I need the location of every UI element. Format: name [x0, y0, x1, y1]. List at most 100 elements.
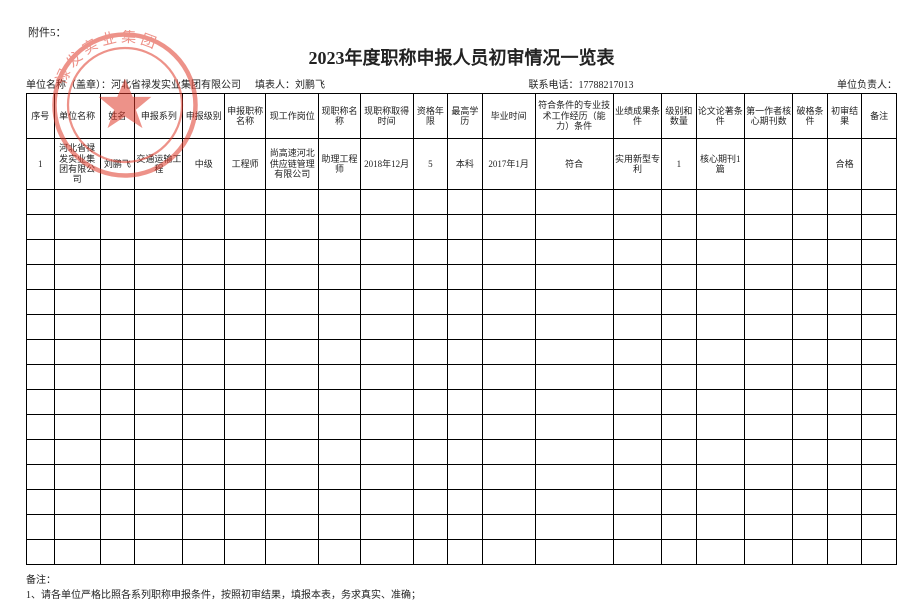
table-cell [862, 440, 897, 465]
col-header: 破格条件 [793, 94, 828, 139]
table-cell: 2018年12月 [360, 139, 413, 190]
table-cell [319, 440, 360, 465]
table-cell [793, 240, 828, 265]
table-cell [535, 490, 613, 515]
table-cell [696, 315, 744, 340]
table-cell [100, 540, 135, 565]
table-cell [319, 390, 360, 415]
table-cell [360, 415, 413, 440]
table-cell [662, 340, 697, 365]
table-cell [482, 315, 535, 340]
table-cell [413, 465, 448, 490]
table-cell [54, 490, 100, 515]
table-cell [27, 490, 55, 515]
table-cell [448, 240, 483, 265]
table-cell [696, 440, 744, 465]
table-row [27, 515, 897, 540]
table-cell [54, 290, 100, 315]
table-row [27, 315, 897, 340]
table-cell [793, 315, 828, 340]
table-cell [100, 390, 135, 415]
table-cell [793, 290, 828, 315]
table-cell [448, 340, 483, 365]
col-header: 申报级别 [183, 94, 224, 139]
table-cell [413, 290, 448, 315]
table-cell [535, 440, 613, 465]
table-cell [319, 540, 360, 565]
table-row [27, 290, 897, 315]
table-cell [413, 365, 448, 390]
table-cell [448, 215, 483, 240]
table-cell [360, 190, 413, 215]
table-cell [319, 340, 360, 365]
table-row [27, 265, 897, 290]
table-cell [224, 290, 265, 315]
table-cell [100, 315, 135, 340]
table-cell [135, 240, 183, 265]
table-cell [319, 490, 360, 515]
table-cell [224, 265, 265, 290]
table-cell [744, 515, 792, 540]
table-cell [744, 440, 792, 465]
table-cell [224, 440, 265, 465]
table-cell [266, 515, 319, 540]
table-cell [27, 265, 55, 290]
table-cell [360, 490, 413, 515]
table-cell [100, 215, 135, 240]
table-cell [662, 315, 697, 340]
table-cell [744, 215, 792, 240]
table-cell [27, 390, 55, 415]
table-cell [613, 390, 661, 415]
table-cell [827, 240, 862, 265]
table-cell [266, 390, 319, 415]
table-cell [448, 390, 483, 415]
table-cell [696, 415, 744, 440]
table-cell [27, 190, 55, 215]
table-cell [135, 490, 183, 515]
table-cell: 2017年1月 [482, 139, 535, 190]
table-cell [100, 515, 135, 540]
table-cell [266, 365, 319, 390]
table-cell [744, 265, 792, 290]
table-cell [360, 390, 413, 415]
table-cell [862, 315, 897, 340]
table-cell [696, 465, 744, 490]
table-cell [54, 515, 100, 540]
table-cell [696, 365, 744, 390]
table-cell [862, 340, 897, 365]
table-header-row: 序号单位名称姓名申报系列申报级别申报职称名称现工作岗位现职称名称现职称取得时间资… [27, 94, 897, 139]
table-cell: 1 [27, 139, 55, 190]
table-cell [862, 290, 897, 315]
table-cell [100, 290, 135, 315]
table-row [27, 215, 897, 240]
table-cell: 交通运输工程 [135, 139, 183, 190]
table-cell [662, 440, 697, 465]
table-row [27, 365, 897, 390]
table-cell [827, 540, 862, 565]
table-cell [224, 540, 265, 565]
table-cell [862, 515, 897, 540]
table-cell [696, 190, 744, 215]
table-cell [266, 240, 319, 265]
table-cell [319, 415, 360, 440]
table-row [27, 540, 897, 565]
table-cell [54, 465, 100, 490]
table-cell [413, 440, 448, 465]
table-cell [827, 315, 862, 340]
table-cell [827, 465, 862, 490]
table-row [27, 390, 897, 415]
table-cell [224, 190, 265, 215]
table-cell [183, 465, 224, 490]
table-cell [662, 540, 697, 565]
table-cell [135, 390, 183, 415]
table-cell: 实用新型专利 [613, 139, 661, 190]
table-cell [662, 515, 697, 540]
col-header: 单位名称 [54, 94, 100, 139]
table-cell [413, 215, 448, 240]
table-cell [100, 465, 135, 490]
table-cell [613, 340, 661, 365]
table-cell [793, 465, 828, 490]
table-cell [744, 290, 792, 315]
table-cell [413, 265, 448, 290]
table-cell [413, 415, 448, 440]
